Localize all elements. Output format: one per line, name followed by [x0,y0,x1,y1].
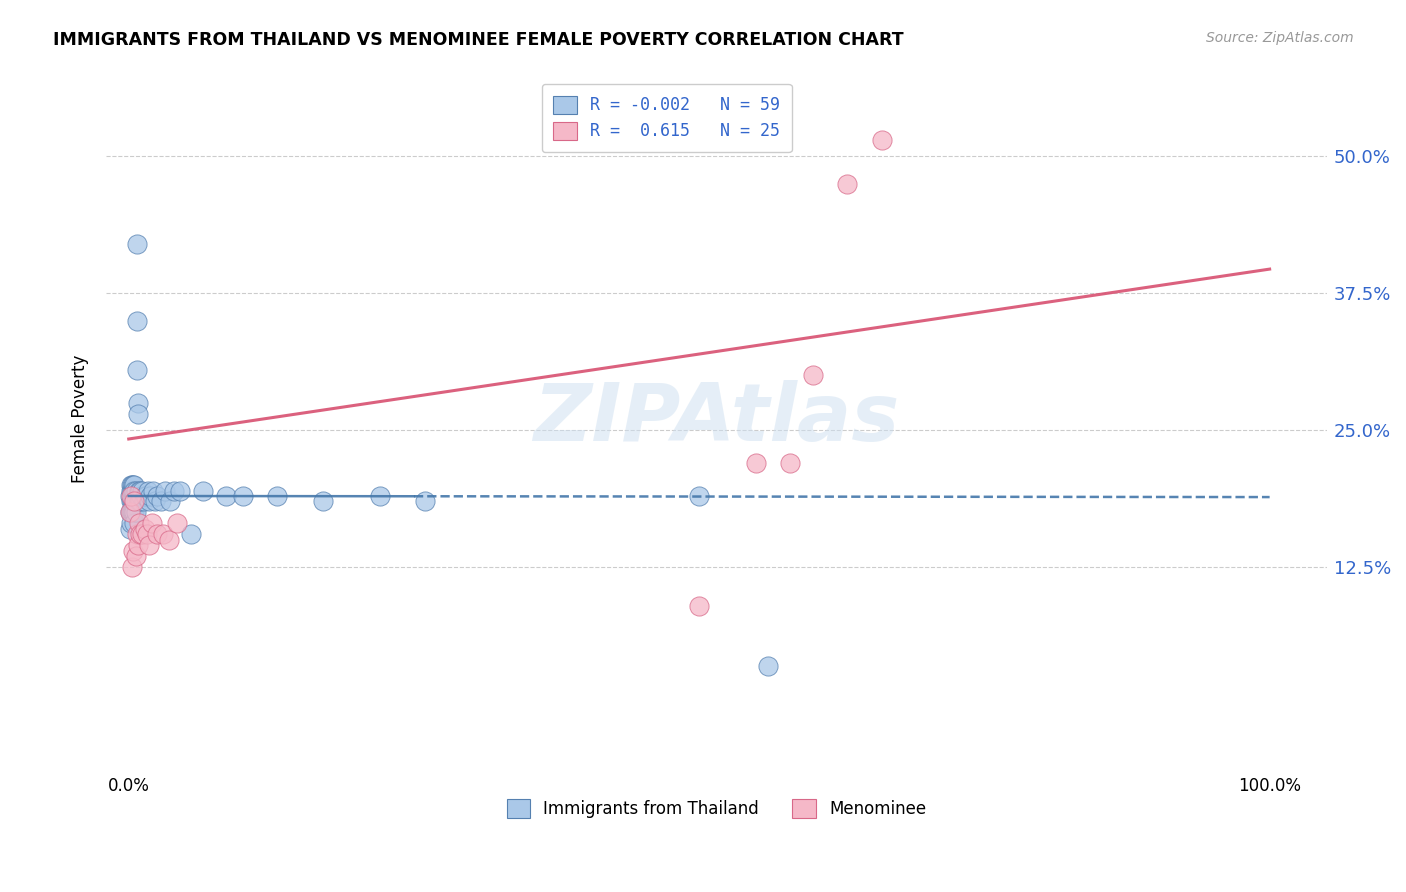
Point [120,483,142,498]
Point [688,599,710,613]
Point [127,396,149,410]
Point [127,538,149,552]
Point [169,483,191,498]
Point [142,483,165,498]
Point [135,489,157,503]
Point [120,489,142,503]
Point [122,483,145,498]
Point [801,368,824,383]
Point [124,494,146,508]
Point [124,549,146,564]
Point [143,494,166,508]
Point [127,407,149,421]
Point [149,494,172,508]
Point [122,505,145,519]
Point [125,313,148,327]
Point [124,505,146,519]
Point [120,516,142,531]
Point [146,489,169,503]
Point [138,538,160,552]
Point [688,489,710,503]
Legend: Immigrants from Thailand, Menominee: Immigrants from Thailand, Menominee [501,793,932,825]
Point [134,489,156,503]
Point [121,494,143,508]
Point [118,489,141,503]
Point [134,522,156,536]
Point [125,527,148,541]
Point [121,483,143,498]
Point [745,456,768,470]
Point [118,522,141,536]
Point [368,489,391,503]
Point [132,494,155,508]
Point [124,494,146,508]
Point [124,516,146,531]
Point [837,177,859,191]
Point [146,527,169,541]
Point [312,494,335,508]
Point [191,483,214,498]
Text: ZIPAtlas: ZIPAtlas [533,380,900,458]
Point [136,483,159,498]
Point [120,478,142,492]
Point [163,483,186,498]
Y-axis label: Female Poverty: Female Poverty [72,355,89,483]
Point [756,658,779,673]
Point [121,478,143,492]
Point [232,489,254,503]
Point [155,483,177,498]
Point [129,483,152,498]
Point [415,494,437,508]
Point [215,489,238,503]
Point [124,483,146,498]
Point [157,533,180,547]
Point [120,505,142,519]
Point [166,516,188,531]
Point [128,494,150,508]
Point [124,483,146,498]
Point [141,516,163,531]
Point [125,236,148,251]
Text: Source: ZipAtlas.com: Source: ZipAtlas.com [1206,31,1354,45]
Point [152,527,174,541]
Point [122,478,145,492]
Point [128,516,150,531]
Text: IMMIGRANTS FROM THAILAND VS MENOMINEE FEMALE POVERTY CORRELATION CHART: IMMIGRANTS FROM THAILAND VS MENOMINEE FE… [53,31,904,49]
Point [180,527,202,541]
Point [122,494,145,508]
Point [129,527,152,541]
Point [122,543,145,558]
Point [118,505,141,519]
Point [138,494,160,508]
Point [159,494,181,508]
Point [139,489,162,503]
Point [124,494,146,508]
Point [121,560,143,574]
Point [121,505,143,519]
Point [125,363,148,377]
Point [128,483,150,498]
Point [131,527,153,541]
Point [131,483,153,498]
Point [136,527,159,541]
Point [120,494,142,508]
Point [779,456,801,470]
Point [266,489,288,503]
Point [129,494,152,508]
Point [870,133,893,147]
Point [124,478,146,492]
Point [129,489,152,503]
Point [118,505,141,519]
Point [124,505,146,519]
